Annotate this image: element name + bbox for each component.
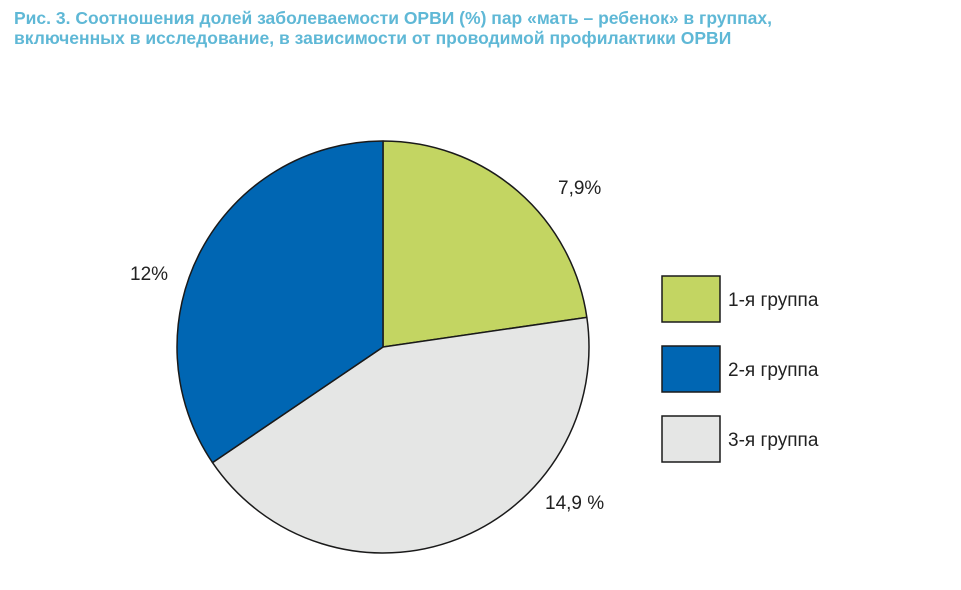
slice-label-1-я-группа: 7,9% — [558, 178, 601, 199]
figure-title-line-1: Рис. 3. Соотношения долей заболеваемости… — [14, 8, 772, 28]
legend-label-3-я-группа: 3-я группа — [728, 430, 819, 451]
pie-slice-labels: 7,9% 14,9 % 12% — [130, 178, 604, 514]
pie-slice-3-я-группа — [211, 316, 590, 554]
legend-label-2-я-группа: 2-я группа — [728, 360, 819, 381]
legend-item-2-я-группа: 2-я группа — [661, 345, 819, 393]
legend-label-1-я-группа: 1-я группа — [728, 290, 819, 311]
legend: 1-я группа 2-я группа 3-я группа — [661, 275, 819, 463]
pie-slice-1-я-группа — [382, 140, 588, 348]
pie-slices — [176, 140, 590, 554]
legend-swatch-1-я-группа — [661, 275, 721, 323]
slice-label-3-я-группа: 14,9 % — [545, 493, 604, 514]
figure-title-line-2: включенных в исследование, в зависимости… — [14, 28, 732, 48]
legend-swatch-3-я-группа — [661, 415, 721, 463]
legend-item-1-я-группа: 1-я группа — [661, 275, 819, 323]
legend-item-3-я-группа: 3-я группа — [661, 415, 819, 463]
legend-swatch-2-я-группа — [661, 345, 721, 393]
slice-label-2-я-группа: 12% — [130, 264, 168, 285]
pie-slice-2-я-группа — [176, 140, 384, 464]
figure-title: Рис. 3. Соотношения долей заболеваемости… — [14, 8, 954, 48]
